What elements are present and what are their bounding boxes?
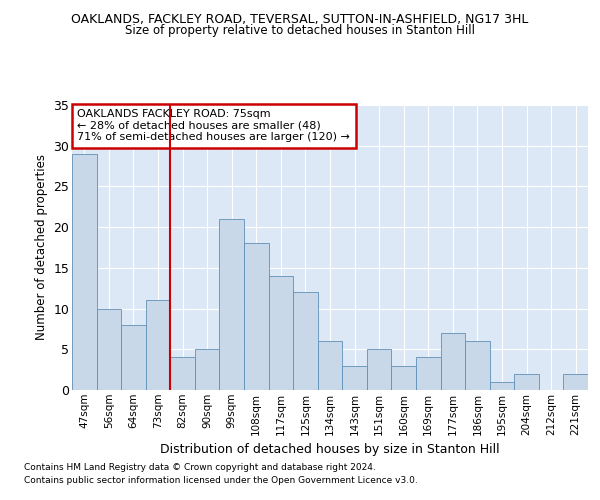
Text: Contains HM Land Registry data © Crown copyright and database right 2024.: Contains HM Land Registry data © Crown c… [24, 464, 376, 472]
Y-axis label: Number of detached properties: Number of detached properties [35, 154, 48, 340]
Text: OAKLANDS FACKLEY ROAD: 75sqm
← 28% of detached houses are smaller (48)
71% of se: OAKLANDS FACKLEY ROAD: 75sqm ← 28% of de… [77, 110, 350, 142]
Bar [293, 292, 318, 390]
Bar [244, 244, 269, 390]
Bar [121, 325, 146, 390]
Bar [146, 300, 170, 390]
Bar [391, 366, 416, 390]
Bar [416, 358, 440, 390]
Text: OAKLANDS, FACKLEY ROAD, TEVERSAL, SUTTON-IN-ASHFIELD, NG17 3HL: OAKLANDS, FACKLEY ROAD, TEVERSAL, SUTTON… [71, 12, 529, 26]
Bar [440, 333, 465, 390]
Bar [195, 350, 220, 390]
Bar [514, 374, 539, 390]
Bar [465, 341, 490, 390]
Text: Contains public sector information licensed under the Open Government Licence v3: Contains public sector information licen… [24, 476, 418, 485]
X-axis label: Distribution of detached houses by size in Stanton Hill: Distribution of detached houses by size … [160, 443, 500, 456]
Bar [367, 350, 391, 390]
Text: Size of property relative to detached houses in Stanton Hill: Size of property relative to detached ho… [125, 24, 475, 37]
Bar [563, 374, 588, 390]
Bar [318, 341, 342, 390]
Bar [72, 154, 97, 390]
Bar [342, 366, 367, 390]
Bar [97, 308, 121, 390]
Bar [220, 219, 244, 390]
Bar [170, 358, 195, 390]
Bar [269, 276, 293, 390]
Bar [490, 382, 514, 390]
